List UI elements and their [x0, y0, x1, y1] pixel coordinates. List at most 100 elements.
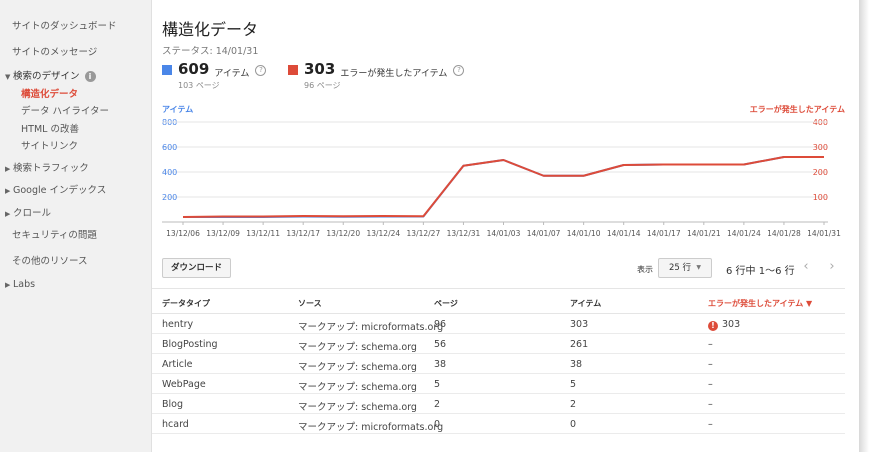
x-tick-label: 14/01/07: [527, 229, 561, 238]
table-cell: マークアップ: schema.org: [298, 342, 417, 353]
table-cell: 96: [434, 319, 447, 330]
column-header-pages[interactable]: ページ: [434, 299, 458, 308]
table-row[interactable]: Blog マークアップ: schema.org 2 2 –: [152, 394, 845, 414]
x-tick-label: 14/01/10: [567, 229, 601, 238]
y-tick-label-left: 200: [162, 193, 177, 202]
table-cell: 0: [434, 419, 441, 430]
chart-legend-items: アイテム: [162, 105, 194, 114]
table-cell: ! 303: [708, 319, 740, 331]
table-cell: 2: [434, 399, 441, 410]
x-tick-label: 13/12/31: [447, 229, 481, 238]
chevron-down-icon: ▼: [696, 264, 701, 271]
table-row[interactable]: hentry マークアップ: microformats.org 96 303 ! 303: [152, 314, 845, 334]
table-row[interactable]: Article マークアップ: schema.org 38 38 –: [152, 354, 845, 374]
table-cell: 303: [570, 319, 589, 330]
x-tick-label: 14/01/31: [807, 229, 841, 238]
table-row[interactable]: BlogPosting マークアップ: schema.org 56 261 –: [152, 334, 845, 354]
table-cell: 38: [434, 359, 447, 370]
data-table: データタイプ ソース ページ アイテム エラーが発生したアイテム ▼ hentr…: [152, 288, 845, 434]
metric-items-label: アイテム: [214, 69, 250, 79]
series-line-errors: [182, 156, 824, 218]
sidebar-item-messages[interactable]: サイトのメッセージ: [12, 47, 98, 58]
metric-items-pages: 103 ページ: [178, 81, 220, 90]
metric-errors-value: 303: [304, 60, 336, 78]
sidebar-item-label: 検索のデザイン: [13, 71, 80, 82]
table-cell: 5: [570, 379, 577, 390]
chart-legend-errors: エラーが発生したアイテム: [749, 105, 845, 114]
next-page-button[interactable]: ›: [829, 259, 835, 274]
x-tick-label: 14/01/24: [727, 229, 761, 238]
table-cell: マークアップ: schema.org: [298, 402, 417, 413]
x-tick-label: 13/12/11: [246, 229, 280, 238]
table-cell: マークアップ: schema.org: [298, 382, 417, 393]
help-icon[interactable]: ?: [453, 65, 465, 76]
error-icon: !: [708, 321, 718, 331]
table-cell[interactable]: WebPage: [162, 379, 206, 390]
y-tick-label-right: 200: [813, 168, 828, 177]
x-tick-label: 14/01/17: [647, 229, 681, 238]
x-tick-label: 13/12/27: [407, 229, 441, 238]
x-tick-label: 14/01/14: [607, 229, 641, 238]
table-cell: –: [708, 359, 713, 370]
sidebar-item-dashboard[interactable]: サイトのダッシュボード: [12, 21, 117, 32]
table-header: データタイプ ソース ページ アイテム エラーが発生したアイテム ▼: [152, 288, 845, 314]
column-header-type[interactable]: データタイプ: [162, 299, 210, 308]
table-cell[interactable]: Article: [162, 359, 193, 370]
sidebar-item-search-appearance[interactable]: ▼ 検索のデザイン i: [5, 68, 96, 82]
table-cell: マークアップ: microformats.org: [298, 422, 444, 433]
table-cell[interactable]: hcard: [162, 419, 189, 430]
y-tick-label-right: 100: [813, 193, 828, 202]
table-cell: マークアップ: schema.org: [298, 362, 417, 373]
info-icon[interactable]: i: [84, 71, 96, 82]
sidebar-item-search-traffic[interactable]: ▶ 検索トラフィック: [5, 160, 89, 174]
sidebar-subitem-data-highlighter[interactable]: データ ハイライター: [21, 106, 109, 117]
column-header-items[interactable]: アイテム: [570, 299, 602, 308]
sidebar-item-label: Google インデックス: [13, 185, 107, 196]
prev-page-button[interactable]: ‹: [803, 259, 809, 274]
column-header-source[interactable]: ソース: [298, 299, 322, 308]
table-cell: 56: [434, 339, 447, 350]
metric-items: 609 アイテム ? 103 ページ: [162, 62, 267, 90]
sidebar-subitem-structured-data[interactable]: 構造化データ: [21, 89, 79, 100]
rows-per-page-value: 25 行: [669, 263, 692, 273]
metric-errors-label: エラーが発生したアイテム: [340, 69, 448, 79]
rows-per-page-label: 表示: [637, 265, 653, 274]
x-tick-label: 14/01/21: [687, 229, 721, 238]
items-color-swatch: [162, 65, 172, 75]
chevron-right-icon: ▶: [5, 210, 11, 218]
sidebar-subitem-html-improvements[interactable]: HTML の改善: [21, 124, 79, 135]
sidebar-item-label: クロール: [13, 208, 52, 219]
table-cell: –: [708, 379, 713, 390]
help-icon[interactable]: ?: [255, 65, 267, 76]
table-cell: 5: [434, 379, 441, 390]
column-header-errors[interactable]: エラーが発生したアイテム ▼: [708, 299, 813, 308]
main-content: 構造化データ ステータス: 14/01/31 609 アイテム ? 103 ペー…: [152, 0, 859, 452]
y-tick-label-left: 400: [162, 168, 177, 177]
chevron-right-icon: ▶: [5, 165, 11, 173]
x-tick-label: 13/12/09: [206, 229, 240, 238]
sidebar-item-security-issues[interactable]: セキュリティの問題: [12, 230, 97, 241]
sidebar-item-crawl[interactable]: ▶ クロール: [5, 205, 51, 219]
chevron-down-icon: ▼: [5, 73, 11, 81]
metric-errors-pages: 96 ページ: [304, 81, 341, 90]
table-cell: マークアップ: microformats.org: [298, 322, 444, 333]
series-line-items: [183, 156, 824, 218]
pagination-range: 6 行中 1〜6 行: [726, 266, 795, 277]
table-row[interactable]: hcard マークアップ: microformats.org 0 0–: [152, 414, 845, 434]
table-cell[interactable]: hentry: [162, 319, 194, 330]
rows-per-page-select[interactable]: 25 行 ▼: [658, 258, 712, 278]
x-tick-label: 13/12/06: [166, 229, 200, 238]
table-cell: 2: [570, 399, 577, 410]
sidebar-item-google-index[interactable]: ▶ Google インデックス: [5, 182, 106, 196]
sidebar-item-labs[interactable]: ▶ Labs: [5, 279, 35, 290]
table-cell[interactable]: BlogPosting: [162, 339, 218, 350]
download-button[interactable]: ダウンロード: [162, 258, 232, 278]
table-row[interactable]: WebPage マークアップ: schema.org 5 5 –: [152, 374, 845, 394]
sidebar-subitem-sitelinks[interactable]: サイトリンク: [21, 141, 79, 152]
sidebar-item-other-resources[interactable]: その他のリソース: [12, 256, 88, 267]
table-cell[interactable]: Blog: [162, 399, 183, 410]
chevron-right-icon: ▶: [5, 281, 11, 289]
table-cell: 261: [570, 339, 589, 350]
table-cell: –: [708, 399, 713, 410]
